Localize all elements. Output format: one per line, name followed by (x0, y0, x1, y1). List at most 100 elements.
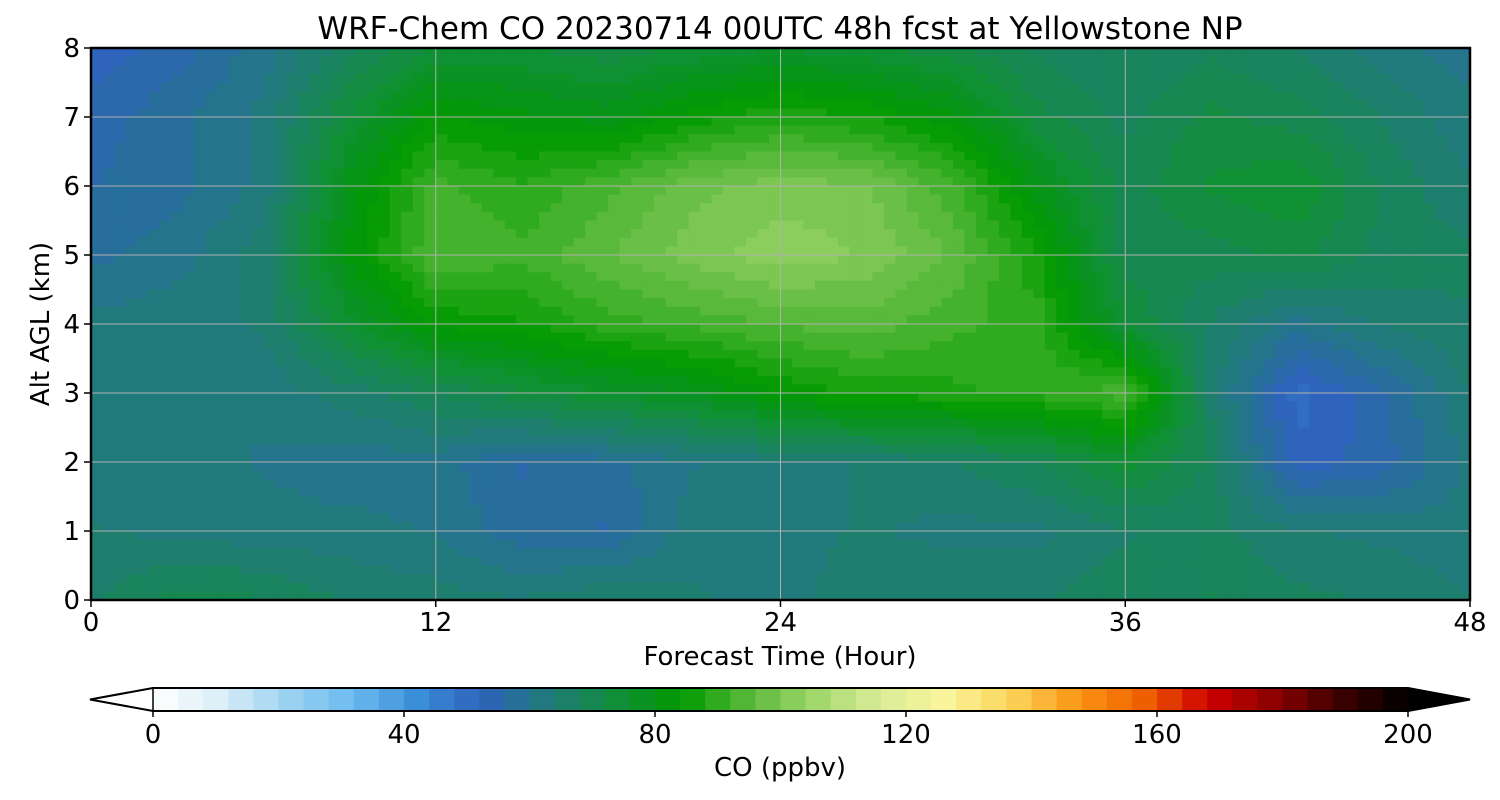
field-cell (1424, 358, 1437, 368)
field-cell (389, 280, 402, 291)
field-cell (952, 315, 965, 325)
field-cell (585, 65, 598, 75)
field-cell (171, 306, 184, 316)
field-cell (1424, 168, 1437, 178)
field-cell (1205, 220, 1218, 230)
field-cell (1171, 341, 1184, 351)
field-cell (619, 332, 632, 342)
field-cell (1332, 306, 1345, 316)
field-cell (1263, 384, 1276, 394)
field-cell (458, 315, 471, 325)
field-cell (964, 220, 977, 230)
field-cell (159, 401, 173, 411)
field-cell (700, 134, 713, 144)
field-cell (516, 358, 529, 368)
field-cell (1090, 125, 1103, 135)
field-cell (424, 82, 437, 92)
field-cell (309, 246, 322, 256)
field-cell (401, 401, 414, 411)
field-cell (171, 134, 184, 144)
field-cell (343, 142, 356, 153)
field-cell (688, 367, 701, 377)
field-cell (113, 56, 127, 66)
field-cell (654, 358, 667, 368)
field-cell (205, 298, 219, 308)
field-cell (286, 151, 299, 161)
field-cell (642, 332, 655, 342)
field-cell (1355, 177, 1368, 187)
field-cell (700, 237, 713, 247)
field-cell (1274, 48, 1287, 58)
field-cell (952, 48, 965, 58)
field-cell (596, 375, 609, 385)
field-cell (493, 393, 506, 403)
field-cell (320, 349, 333, 360)
field-cell (136, 315, 150, 325)
field-cell (102, 358, 115, 368)
field-cell (1458, 332, 1470, 342)
field-cell (746, 168, 759, 178)
field-cell (332, 237, 345, 247)
field-cell (401, 48, 414, 58)
field-cell (309, 393, 322, 403)
field-cell (1079, 306, 1092, 316)
field-cell (125, 99, 138, 109)
field-cell (1447, 117, 1460, 127)
field-cell (1044, 186, 1057, 196)
field-cell (401, 151, 414, 161)
field-cell (228, 255, 241, 265)
field-cell (757, 298, 770, 308)
field-cell (1136, 237, 1149, 247)
field-cell (240, 220, 253, 230)
field-cell (286, 142, 299, 153)
field-cell (1171, 289, 1184, 299)
field-cell (320, 203, 333, 213)
field-cell (424, 341, 437, 351)
field-cell (516, 332, 529, 342)
field-cell (734, 367, 747, 377)
field-cell (1240, 125, 1253, 135)
field-cell (757, 349, 770, 360)
field-cell (389, 194, 402, 204)
field-cell (1228, 393, 1241, 403)
field-cell (1102, 332, 1115, 342)
field-cell (837, 315, 851, 325)
field-cell (1205, 229, 1218, 239)
field-cell (102, 211, 115, 222)
field-cell (596, 246, 609, 256)
field-cell (746, 134, 759, 144)
field-cell (1332, 255, 1345, 265)
field-cell (941, 324, 954, 334)
field-cell (412, 229, 425, 239)
field-cell (941, 341, 954, 351)
field-cell (573, 237, 586, 247)
field-cell (240, 367, 253, 377)
field-cell (389, 332, 402, 342)
field-cell (573, 367, 586, 377)
field-cell (355, 375, 368, 385)
field-cell (1320, 298, 1333, 308)
field-cell (769, 229, 782, 239)
field-cell (1366, 117, 1379, 127)
field-cell (516, 65, 529, 75)
field-cell (366, 341, 379, 351)
field-cell (447, 272, 460, 282)
field-cell (504, 349, 517, 360)
field-cell (516, 125, 529, 135)
field-cell (964, 151, 977, 161)
field-cell (1136, 177, 1149, 187)
field-cell (929, 341, 942, 351)
field-cell (1182, 393, 1195, 403)
field-cell (297, 177, 310, 187)
field-cell (918, 229, 931, 239)
field-cell (1021, 56, 1034, 66)
field-cell (619, 99, 632, 109)
field-cell (194, 91, 207, 101)
field-cell (596, 298, 609, 308)
field-cell (1136, 91, 1149, 101)
field-cell (1401, 220, 1414, 230)
field-cell (918, 203, 931, 213)
field-cell (171, 332, 184, 342)
field-cell (125, 375, 138, 385)
field-cell (378, 324, 391, 334)
